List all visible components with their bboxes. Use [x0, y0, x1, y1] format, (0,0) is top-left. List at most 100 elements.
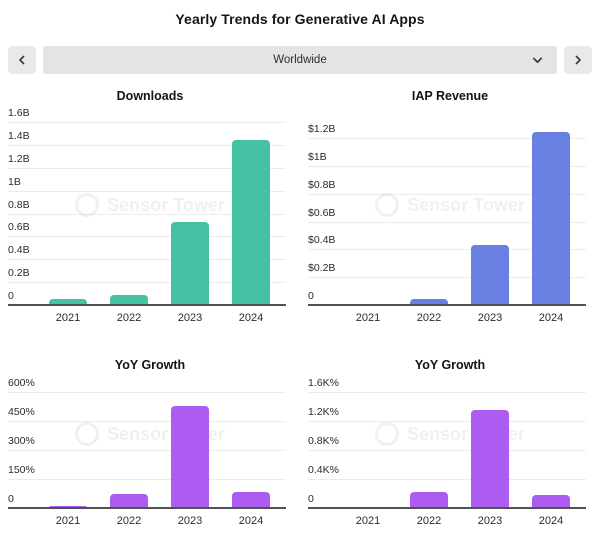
gridline [308, 479, 586, 480]
x-tick-label: 2023 [177, 312, 203, 324]
sensortower-logo-icon [375, 193, 400, 217]
page-title: Yearly Trends for Generative AI Apps [175, 11, 425, 27]
x-axis-line [8, 304, 286, 306]
bar-2022[interactable] [410, 492, 448, 508]
y-tick-label: 300% [8, 435, 35, 447]
x-tick-label: 2022 [416, 312, 442, 324]
gridline [308, 277, 586, 279]
gridline [8, 392, 286, 393]
watermark-text: Sensor Tower [107, 194, 225, 215]
chart-panel-yoy-growth-revenue: YoY Growth 0 0.4K% 0.8K% 1.2K% 1.6K% Sensor T… [300, 350, 600, 533]
region-selector-row: Worldwide [0, 46, 600, 74]
x-tick-label: 2021 [55, 312, 81, 324]
x-tick-label: 2024 [538, 515, 564, 527]
chart-title-yoy-growth-downloads: YoY Growth [114, 358, 186, 372]
x-tick-label: 2024 [538, 312, 564, 324]
gridline [8, 259, 286, 261]
gridline [8, 213, 286, 215]
y-tick-label: 1.2B [8, 152, 30, 165]
next-region-button[interactable] [564, 46, 592, 74]
y-tick-label: 1B [8, 175, 21, 188]
bar-2021[interactable] [49, 299, 87, 305]
bar-2023[interactable] [171, 221, 209, 305]
gridline [308, 165, 586, 167]
gridline [308, 221, 586, 223]
y-tick-label: 0 [8, 493, 14, 505]
sensortower-watermark: Sensor Tower [0, 422, 300, 446]
chevron-left-icon [16, 54, 28, 66]
y-tick-label: 150% [8, 464, 35, 476]
bar-2022[interactable] [110, 494, 148, 508]
x-tick-label: 2021 [355, 515, 381, 527]
sensortower-logo-icon [75, 422, 100, 446]
bar-2022[interactable] [410, 299, 448, 305]
y-tick-label: 1.4B [8, 129, 30, 142]
y-tick-label: 0 [308, 290, 314, 302]
x-tick-label: 2022 [116, 515, 142, 527]
y-tick-label: 1.6K% [308, 377, 339, 389]
region-dropdown[interactable]: Worldwide [43, 46, 557, 74]
sensortower-logo-icon [375, 422, 400, 446]
bar-2022[interactable] [110, 294, 148, 305]
chart-panel-yoy-growth-downloads: YoY Growth 0 150% 300% 450% 600% Sensor Tower… [0, 350, 300, 533]
prev-region-button[interactable] [8, 46, 36, 74]
y-tick-label: 0.8K% [308, 435, 339, 447]
y-tick-label: $1.2B [308, 123, 336, 135]
x-tick-label: 2022 [116, 312, 142, 324]
x-tick-label: 2024 [238, 312, 264, 324]
x-axis-line [8, 507, 286, 509]
y-tick-label: $1B [308, 150, 327, 163]
y-tick-label: 0.8B [8, 198, 30, 211]
y-tick-label: $0.4B [308, 234, 336, 247]
gridline [8, 450, 286, 451]
bar-2024[interactable] [232, 140, 270, 305]
y-tick-label: 0.4B [8, 244, 30, 257]
gridline [308, 193, 586, 195]
bar-2024[interactable] [532, 132, 570, 305]
gridline [8, 167, 286, 169]
x-tick-label: 2023 [477, 515, 503, 527]
y-tick-label: 600% [8, 377, 35, 389]
y-tick-label: 1.6B [8, 107, 30, 119]
bar-2023[interactable] [171, 405, 209, 508]
gridline [8, 282, 286, 284]
gridline [308, 421, 586, 422]
gridline [8, 479, 286, 480]
gridline [308, 249, 586, 251]
x-tick-label: 2024 [238, 515, 264, 527]
gridline [308, 138, 586, 139]
y-tick-label: 1.2K% [308, 406, 339, 418]
x-tick-label: 2021 [355, 312, 381, 324]
chevron-right-icon [572, 54, 584, 66]
gridline [308, 392, 586, 393]
gridline [8, 190, 286, 192]
y-tick-label: $0.2B [308, 262, 336, 275]
bar-2024[interactable] [232, 491, 270, 508]
y-tick-label: 0.2B [8, 267, 30, 280]
y-tick-label: $0.8B [308, 178, 336, 191]
chart-panel-iap-revenue: IAP Revenue 0 $0.2B $0.4B $0.6B $0.8B $1B $1.2… [300, 85, 600, 330]
x-tick-label: 2023 [177, 515, 203, 527]
chart-title-downloads: Downloads [116, 89, 184, 103]
gridline [8, 144, 286, 146]
sensortower-watermark: Sensor Tower [300, 422, 600, 446]
gridline [8, 421, 286, 422]
y-tick-label: 0 [308, 493, 314, 505]
bar-2023[interactable] [471, 245, 509, 305]
x-tick-label: 2021 [55, 515, 81, 527]
y-tick-label: 0 [8, 290, 14, 302]
x-tick-label: 2022 [416, 515, 442, 527]
region-dropdown-value: Worldwide [273, 54, 327, 66]
x-tick-label: 2023 [477, 312, 503, 324]
chart-title-iap-revenue: IAP Revenue [411, 89, 489, 103]
bar-2023[interactable] [471, 410, 509, 508]
gridline [8, 236, 286, 238]
gridline [308, 450, 586, 451]
y-tick-label: 450% [8, 406, 35, 418]
gridline [8, 122, 286, 123]
y-tick-label: 0.6B [8, 221, 30, 234]
chart-title-yoy-growth-revenue: YoY Growth [414, 358, 486, 372]
chevron-down-icon [531, 54, 544, 67]
x-axis-line [308, 507, 586, 509]
bar-2024[interactable] [532, 494, 570, 508]
